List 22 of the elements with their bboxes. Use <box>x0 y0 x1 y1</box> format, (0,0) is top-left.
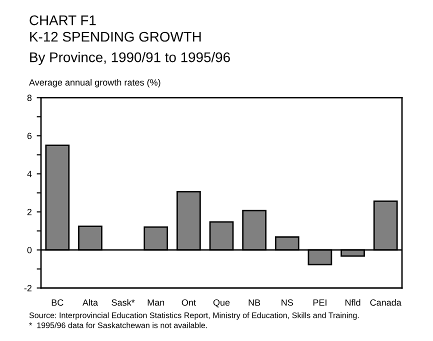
x-tick-label: NS <box>282 299 293 306</box>
y-tick-label: 4 <box>27 170 32 178</box>
y-tick-label: 2 <box>27 208 32 216</box>
x-tick-label: Nfld <box>345 299 360 306</box>
x-tick-label: NB <box>248 299 260 306</box>
text: * 1995/96 data for Saskatchewan is not available. <box>29 322 207 328</box>
y-tick-label: 6 <box>27 132 32 140</box>
x-tick-label: Alta <box>82 299 98 306</box>
x-tick-label: Que <box>213 299 230 308</box>
y-tick-label: 0 <box>27 246 32 254</box>
y-tick-label: -2 <box>24 284 32 292</box>
source-note: Source: Interprovincial Education Statistics Report, Ministry of Education, Skills and Training. <box>29 312 359 320</box>
x-tick-label: Canada <box>370 299 402 306</box>
chart-subtitle: By Province, 1990/91 to 1995/96 <box>30 52 230 65</box>
chart-title: CHART F1 K-12 SPENDING GROWTH <box>30 15 201 42</box>
x-tick-label: Ont <box>182 299 196 306</box>
x-tick-label: BC <box>52 299 64 306</box>
x-tick-label: Man <box>148 299 164 306</box>
x-tick-label: PEI <box>313 299 326 306</box>
x-tick-label: Sask* <box>112 299 135 306</box>
y-tick-label: 8 <box>27 94 32 102</box>
y-axis-title: Average annual growth rates (%) <box>29 79 160 88</box>
